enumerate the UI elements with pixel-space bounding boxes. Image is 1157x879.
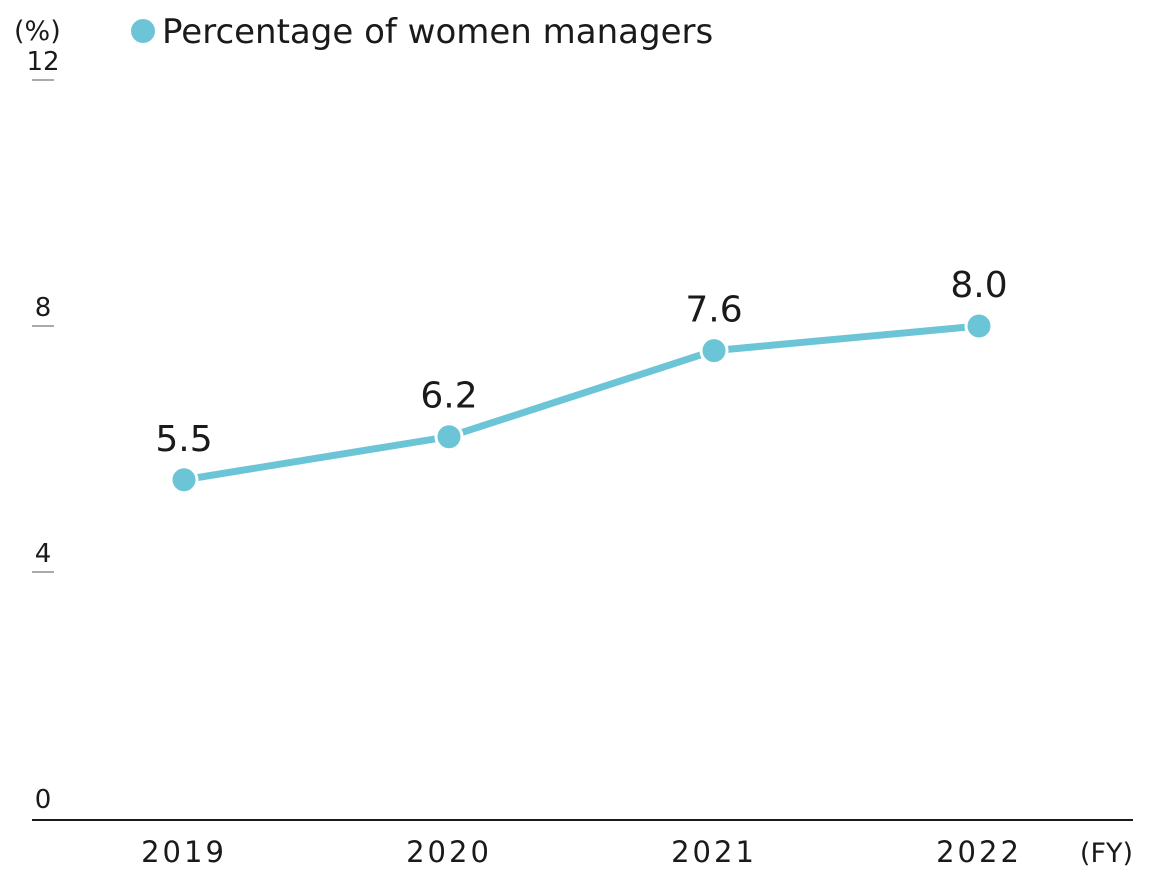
y-tick-label: 4 — [35, 539, 52, 569]
data-label: 5.5 — [155, 419, 212, 460]
y-axis-unit-label: (%) — [14, 16, 61, 47]
y-axis: (%) 0 4 8 12 — [14, 16, 61, 815]
x-tick-label: 2020 — [406, 835, 492, 869]
y-tick-label: 0 — [35, 785, 52, 815]
y-tick-label: 12 — [26, 47, 59, 77]
data-point — [964, 311, 994, 341]
legend: Percentage of women managers — [131, 12, 713, 52]
data-label: 7.6 — [685, 290, 742, 331]
y-tick-label: 8 — [35, 293, 52, 323]
plot-area: 5.5 6.2 7.6 8.0 — [155, 265, 1008, 495]
data-point — [434, 422, 464, 452]
legend-marker — [131, 19, 155, 43]
x-axis: (FY) 2019 2020 2021 2022 — [32, 819, 1133, 869]
x-tick-label: 2022 — [936, 835, 1022, 869]
data-label: 8.0 — [950, 265, 1007, 306]
data-point — [169, 465, 199, 495]
x-tick-label: 2019 — [141, 835, 227, 869]
legend-label: Percentage of women managers — [162, 12, 713, 52]
data-point — [699, 336, 729, 366]
x-tick-label: 2021 — [671, 835, 757, 869]
data-label: 6.2 — [420, 376, 477, 417]
x-axis-unit-label: (FY) — [1080, 838, 1133, 869]
series-line — [180, 322, 983, 484]
